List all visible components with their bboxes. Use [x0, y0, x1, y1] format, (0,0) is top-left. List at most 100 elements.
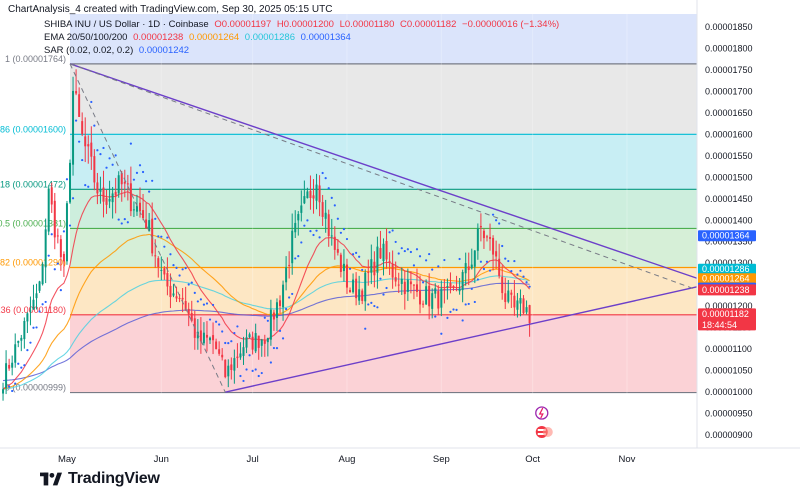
ohlc-change: −0.00000016 (−1.34%) [462, 19, 560, 30]
x-tick-label: Sep [433, 454, 450, 465]
candle-body [294, 222, 297, 233]
sar-dot [470, 287, 473, 290]
candle-body [501, 276, 504, 294]
sar-dot [406, 248, 409, 251]
sar-dot [260, 371, 263, 375]
sar-dot [504, 257, 507, 260]
candle-body [209, 337, 212, 341]
sar-dot [129, 142, 132, 145]
sar-dot [501, 244, 504, 248]
sar-dot [8, 385, 11, 388]
candle-body [431, 293, 434, 309]
sar-dot [17, 362, 20, 365]
sar-dot [187, 283, 190, 286]
sar-dot [224, 341, 227, 345]
candle-body [257, 335, 260, 348]
candle-body [5, 363, 8, 388]
sar-dot [53, 268, 56, 271]
candle-body [376, 246, 379, 273]
sar-dot [412, 264, 416, 267]
candle-body [227, 365, 230, 377]
y-tick-label: 0.00001100 [705, 344, 752, 354]
sar-dot [248, 354, 251, 357]
candle-body [120, 172, 123, 185]
y-tick-label: 0.00001600 [705, 129, 753, 139]
candle-body [117, 175, 120, 194]
candle-body [385, 241, 388, 260]
sar-dot [272, 346, 276, 350]
sar-dot [114, 154, 117, 157]
candle-body [233, 358, 236, 371]
sar-dot [178, 274, 181, 277]
sar-dot [205, 302, 209, 305]
y-tick-label: 0.00001300 [705, 258, 753, 268]
sar-dot [327, 187, 330, 190]
sar-dot [397, 252, 400, 255]
candle-body [199, 330, 202, 342]
candle-body [69, 162, 72, 203]
candle-body [419, 290, 422, 305]
sar-dot [303, 224, 306, 227]
sar-dot [425, 259, 428, 262]
candle-body [81, 121, 84, 135]
sar-dot [35, 326, 38, 329]
candle-body [17, 340, 20, 343]
x-tick-label: Nov [619, 454, 636, 465]
sar-dot [312, 233, 315, 237]
candle-body [300, 205, 303, 213]
candle-body [528, 305, 531, 324]
candle-body [178, 297, 181, 299]
candle-body [339, 254, 342, 272]
candle-body [437, 291, 440, 309]
candle-body [93, 156, 96, 183]
candle-body [266, 337, 269, 343]
price-tag-text: 0.00001264 [702, 274, 750, 284]
candle-body [327, 214, 330, 237]
sar-dot [184, 267, 187, 270]
candle-body [114, 191, 117, 196]
candle-body [84, 136, 87, 147]
candle-body [32, 299, 35, 310]
sar-dot [218, 323, 221, 326]
candle-body [272, 312, 275, 320]
sar-dot [135, 171, 139, 174]
candle-body [236, 356, 239, 359]
sar-dot [455, 308, 458, 311]
sar-dot [227, 342, 230, 345]
price-tag-text: 0.00001286 [702, 264, 750, 274]
candle-body [75, 91, 78, 94]
tradingview-logo[interactable]: TradingView [40, 470, 160, 488]
price-tag-text: 0.00001182 [702, 309, 749, 319]
sar-dot [99, 153, 102, 156]
sar-dot [364, 327, 367, 330]
candle-body [212, 335, 215, 341]
sar-dot [516, 273, 519, 276]
sar-dot [345, 237, 349, 241]
candle-body [428, 285, 431, 307]
sar-dot [202, 303, 206, 306]
sar-dot [26, 349, 29, 352]
x-tick-label: Oct [525, 454, 540, 465]
fib-zone-5 [70, 314, 697, 393]
candle-body [184, 301, 187, 311]
sar-legend[interactable]: SAR (0.02, 0.02, 0.2) 0.00001242 [44, 45, 192, 56]
candle-body [367, 272, 370, 274]
candle-body [285, 267, 288, 283]
sar-dot [281, 337, 285, 340]
sar-dot [41, 303, 44, 306]
sar-dot [351, 253, 355, 256]
sar-dot [300, 241, 303, 244]
tradingview-logo-text: TradingView [68, 470, 160, 487]
sar-dot [431, 268, 434, 271]
candle-body [215, 341, 218, 350]
ema-legend[interactable]: EMA 20/50/100/200 0.00001238 0.00001264 … [44, 32, 354, 43]
sar-dot [65, 178, 69, 181]
candle-body [187, 308, 190, 315]
candle-body [318, 185, 321, 203]
candle-body [205, 334, 208, 338]
price-tag-bg [698, 308, 756, 331]
sar-dot [266, 319, 269, 322]
price-tag-bg [698, 230, 756, 242]
sar-dot [221, 330, 224, 333]
